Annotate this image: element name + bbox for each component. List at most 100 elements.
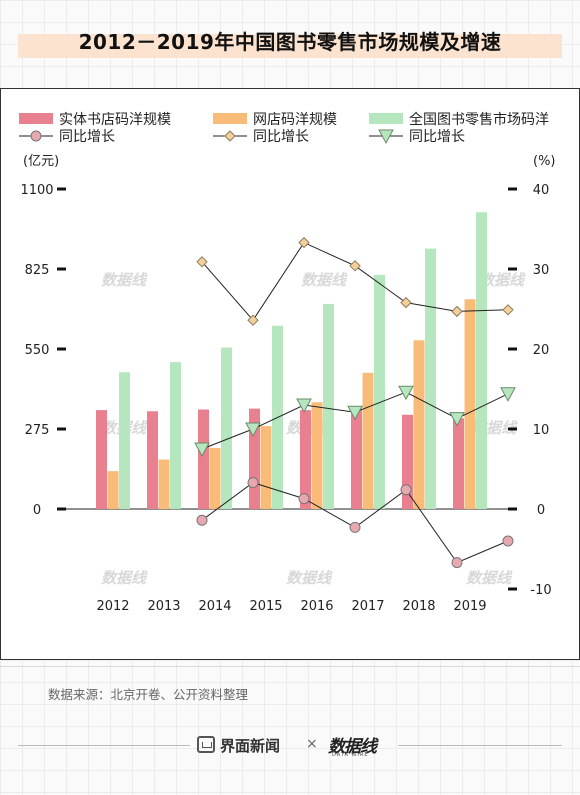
legend-swatch xyxy=(213,113,247,124)
partner-logo: 数据线 xyxy=(328,737,377,757)
data-point xyxy=(247,314,259,326)
x-tick-label: 2012 xyxy=(96,599,129,614)
y-right-tick-label: 40 xyxy=(533,183,550,198)
data-point xyxy=(500,387,516,402)
bar xyxy=(402,414,413,509)
footer-divider xyxy=(0,666,580,667)
chart-panel: 数据线数据线数据线数据线数据线数据线数据线数据线数据线 实体书店码洋规模网店码洋… xyxy=(0,88,580,660)
brand-row: 界面新闻 × 数据线 DATA WIRE xyxy=(0,733,580,758)
chart-title: 2012－2019年中国图书零售市场规模及增速 xyxy=(78,30,502,54)
bar-series xyxy=(96,212,487,510)
axes: (亿元) (%) 0 275 550 825 1100 -10 0 10 20 30 40 2012 201… xyxy=(20,154,555,614)
data-point xyxy=(449,412,465,427)
data-point xyxy=(298,493,310,505)
data-point xyxy=(194,442,210,458)
legend-marker xyxy=(378,129,394,145)
legend-marker xyxy=(224,130,236,142)
data-point xyxy=(400,296,412,309)
brand-rule-left xyxy=(18,745,190,746)
data-point xyxy=(196,514,208,526)
bar xyxy=(323,303,334,509)
x-tick-label: 2015 xyxy=(249,599,282,614)
legend-marker xyxy=(30,130,42,142)
bar xyxy=(374,274,385,509)
bar xyxy=(413,340,425,509)
chart-svg: 数据线数据线数据线数据线数据线数据线数据线数据线数据线 实体书店码洋规模网店码洋… xyxy=(19,111,556,614)
data-point xyxy=(451,557,463,569)
y-right-tick-label: 20 xyxy=(533,343,550,358)
x-tick-label: 2017 xyxy=(351,599,384,614)
watermark: 数据线 xyxy=(301,271,348,289)
legend-label: 同比增长 xyxy=(59,129,115,145)
data-point xyxy=(347,405,363,421)
jiemian-logo-icon xyxy=(197,736,215,753)
bar xyxy=(311,402,323,509)
partner-logo-sub: DATA WIRE xyxy=(332,752,369,758)
legend-label: 实体书店码洋规模 xyxy=(59,112,171,128)
bar xyxy=(147,411,158,509)
data-point xyxy=(245,422,261,438)
bar xyxy=(260,426,272,509)
y-left-tick-label: 1100 xyxy=(20,183,53,198)
legend-label: 网店码洋规模 xyxy=(253,112,337,128)
title-highlight-band xyxy=(18,34,562,58)
bar xyxy=(351,408,362,509)
watermark: 数据线 xyxy=(101,271,148,289)
y-left-tick-label: 550 xyxy=(25,343,50,358)
y-left-tick-label: 825 xyxy=(25,263,50,278)
legend-swatch xyxy=(369,113,403,124)
data-point xyxy=(296,398,312,414)
x-tick-label: 2016 xyxy=(300,599,333,614)
legend-label: 全国图书零售市场码洋 xyxy=(409,111,549,128)
bar xyxy=(476,212,487,509)
x-tick-label: 2013 xyxy=(147,599,180,614)
legend-label: 同比增长 xyxy=(253,129,309,145)
data-point xyxy=(349,521,361,533)
legend-label: 同比增长 xyxy=(409,129,465,145)
bar xyxy=(209,447,221,509)
y-right-tick-label: 0 xyxy=(537,503,545,518)
bar xyxy=(96,410,107,509)
line-series xyxy=(194,236,516,569)
bar xyxy=(249,408,260,509)
x-tick-label: 2019 xyxy=(453,599,486,614)
bar xyxy=(453,418,464,509)
y-left-tick-label: 0 xyxy=(33,503,41,518)
brand-rule-right xyxy=(398,745,562,746)
data-point xyxy=(196,256,208,268)
y-left-unit: (亿元) xyxy=(23,154,59,169)
bar xyxy=(221,347,232,509)
brand-separator: × xyxy=(306,736,318,752)
data-point xyxy=(298,236,310,249)
bar xyxy=(464,299,476,509)
data-point xyxy=(502,535,514,547)
data-point xyxy=(349,260,361,272)
data-point xyxy=(400,484,412,496)
y-right-unit: (%) xyxy=(533,154,556,169)
bar xyxy=(107,471,119,509)
bar xyxy=(170,362,181,509)
brand-name: 界面新闻 xyxy=(220,737,281,755)
bar xyxy=(425,248,436,510)
data-source-note: 数据来源：北京开卷、公开资料整理 xyxy=(48,687,249,702)
bar xyxy=(300,410,311,509)
data-point xyxy=(451,305,463,318)
watermark: 数据线 xyxy=(286,569,333,587)
legend-swatch xyxy=(19,113,53,124)
x-tick-label: 2018 xyxy=(402,599,435,614)
data-point xyxy=(247,477,259,489)
y-right-tick-label: -10 xyxy=(530,583,551,598)
y-left-tick-label: 275 xyxy=(25,423,50,438)
data-point xyxy=(502,304,514,316)
data-point xyxy=(398,385,414,401)
y-right-tick-label: 30 xyxy=(533,263,550,278)
x-tick-label: 2014 xyxy=(198,599,231,614)
series-line xyxy=(201,241,509,322)
watermark: 数据线 xyxy=(466,569,513,587)
bar xyxy=(362,372,374,509)
watermark: 数据线 xyxy=(479,271,526,289)
bar xyxy=(158,459,170,509)
watermark: 数据线 xyxy=(101,569,148,587)
bar xyxy=(198,409,209,509)
